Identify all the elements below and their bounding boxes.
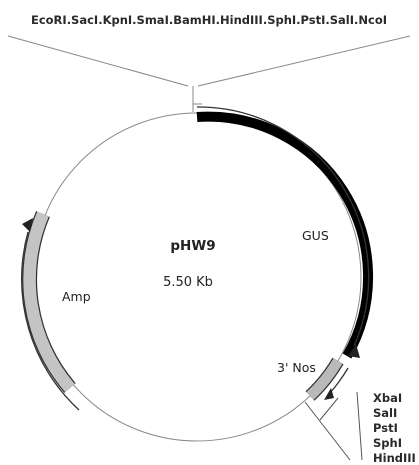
amp-arrowhead bbox=[22, 218, 33, 232]
mcs-callout-right-line bbox=[197, 35, 411, 87]
site-label: HindIII bbox=[373, 451, 416, 465]
site-label: XbaI bbox=[373, 391, 402, 405]
amp-label: Amp bbox=[62, 289, 91, 304]
amp-direction-arrow bbox=[21, 231, 80, 411]
mcs-top-label: EcoRI.SacI.KpnI.SmaI.BamHI.HindIII.SphI.… bbox=[31, 13, 387, 27]
nos-arrowhead bbox=[324, 388, 334, 400]
gus-feature-arc bbox=[196, 111, 374, 359]
site-label: PstI bbox=[373, 421, 398, 435]
site-label: SphI bbox=[373, 436, 402, 450]
gus-label: GUS bbox=[302, 228, 329, 243]
plasmid-size: 5.50 Kb bbox=[163, 275, 213, 290]
plasmid-name: pHW9 bbox=[170, 238, 215, 254]
site-label: SalI bbox=[373, 406, 397, 420]
amp-feature-fill bbox=[23, 211, 75, 393]
gus-arrowhead bbox=[348, 344, 360, 358]
gus-direction-arrow bbox=[196, 106, 370, 347]
nos-feature-fill bbox=[306, 358, 343, 400]
sites-callout-line bbox=[304, 401, 351, 461]
sites-bracket-line bbox=[356, 391, 363, 461]
nos-label: 3' Nos bbox=[277, 360, 316, 375]
sites-callout-tick bbox=[319, 397, 339, 421]
mcs-callout-left-line bbox=[7, 35, 189, 87]
